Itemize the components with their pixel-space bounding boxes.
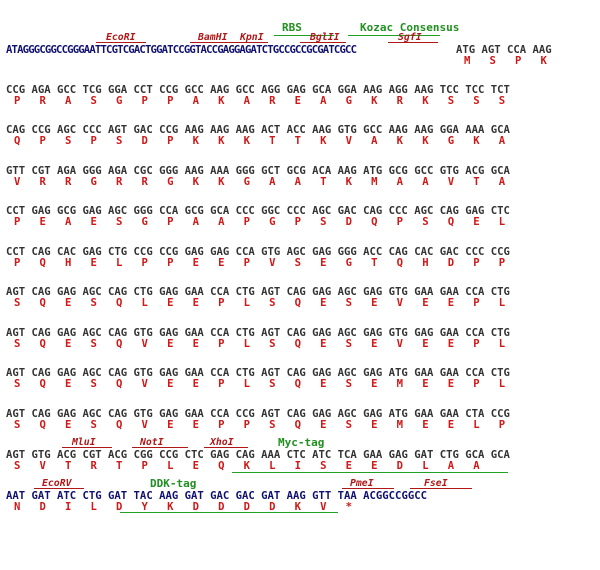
- site-label-sgfi: SgfI: [398, 32, 422, 43]
- feature-label-myc-tag: Myc-tag: [278, 436, 325, 449]
- rbs-underline: [274, 35, 334, 36]
- codon-row: CCT CAG CAC GAG CTG CCG CCG GAG GAG CCA …: [6, 246, 510, 258]
- site-label-bglii: BglII: [310, 32, 340, 43]
- feature-label-ddk-tag: DDK-tag: [150, 477, 197, 490]
- bglii-underline: [300, 42, 346, 43]
- aa-row: P E A E S G P A A P G P S D Q P S Q E L: [14, 216, 506, 228]
- site-label-xhoi: XhoI: [210, 437, 234, 448]
- site-label-bamhi: BamHI: [198, 32, 228, 43]
- header-codons: ATG AGT CCA AAG: [456, 44, 552, 56]
- aa-row: N D I L D Y K D D D D K V *: [14, 501, 353, 513]
- codon-row: CAG CCG AGC CCC AGT GAC CCG AAG AAG AAG …: [6, 124, 510, 136]
- codon-row: CCG AGA GCC TCG GGA CCT CCG GCC AAG GCC …: [6, 84, 510, 96]
- codon-row: AGT CAG GAG AGC CAG GTG GAG GAA CCA CTG …: [6, 327, 510, 339]
- aa-row: V R R G R R G K K G A A T K M A A V T A: [14, 176, 506, 188]
- aa-row: S Q E S Q V E E P P S Q E S E M E E L P: [14, 419, 506, 431]
- codon-row: CCT GAG GCG GAG AGC GGG CCA GCG GCA CCC …: [6, 205, 510, 217]
- aa-row: P R A S G P P A K A R E A G K R K S S S: [14, 95, 506, 107]
- site-label-noti: NotI: [140, 437, 164, 448]
- aa-row: S Q E S Q V E E P L S Q E S E V E E P L: [14, 338, 506, 350]
- codon-row: AGT CAG GAG AGC CAG GTG GAG GAA CCA CTG …: [6, 367, 510, 379]
- codon-row: AAT GAT ATC CTG GAT TAC AAG GAT GAC GAC …: [6, 490, 427, 502]
- fsei-underline: [410, 488, 472, 489]
- feature-label-rbs: RBS: [282, 21, 302, 34]
- codon-row-tail: ACGGCCGGCC: [363, 490, 427, 502]
- xhoi-underline: [204, 447, 248, 448]
- header-sequence: ATAGGGCGGCCGGGAATTCGTCGACTGGATCCGGTACCGA…: [6, 44, 357, 56]
- mlui-underline: [62, 447, 112, 448]
- codon-row: AGT CAG GAG AGC CAG CTG GAG GAA CCA CTG …: [6, 286, 510, 298]
- pmei-underline: [342, 488, 394, 489]
- codon-row-start: AGT GTG: [6, 449, 58, 461]
- site-label-ecorv: EcoRV: [42, 478, 72, 489]
- bamhi-kpni-underline: [190, 42, 268, 43]
- noti-underline: [132, 447, 188, 448]
- site-label-kpni: KpnI: [240, 32, 264, 43]
- codon-row: GTT CGT AGA GGG AGA CGC GGG AAG AAA GGG …: [6, 165, 510, 177]
- codon-row-tagged: AAT GAT ATC CTG GAT TAC AAG GAT GAC GAC …: [6, 490, 364, 502]
- site-label-pmei: PmeI: [350, 478, 374, 489]
- sgfi-underline: [388, 42, 438, 43]
- ecori-underline: [96, 42, 146, 43]
- kozac-underline: [348, 35, 440, 36]
- codon-row: AGT CAG GAG AGC CAG GTG GAG GAA CCA CCG …: [6, 408, 510, 420]
- aa-row: S Q E S Q V E E P L S Q E S E M E E P L: [14, 378, 506, 390]
- aa-row: S Q E S Q L E E P L S Q E S E V E E P L: [14, 297, 506, 309]
- myc-tag-underline: [232, 472, 508, 473]
- header-translation: M S P K: [464, 55, 547, 67]
- codon-row: AGT GTG ACG CGT ACG CGG CCG CTC GAG CAG …: [6, 449, 510, 461]
- site-label-ecori: EcoRI: [106, 32, 136, 43]
- aa-row: Q P S P S D P K K K T T K V A K K G K A: [14, 135, 506, 147]
- codon-row-tagged: ACG CGT ACG CGG CCG CTC GAG CAG AAA CTC …: [57, 449, 510, 461]
- ddk-tag-underline: [120, 512, 338, 513]
- site-label-fsei: FseI: [424, 478, 448, 489]
- aa-row: P Q H E L P P E E P V S E G T Q H D P P: [14, 257, 506, 269]
- aa-row: S V T R T P L E Q K L I S E E D L A A: [14, 460, 480, 472]
- site-label-mlui: MluI: [72, 437, 96, 448]
- feature-label-kozac-consensus: Kozac Consensus: [360, 21, 460, 34]
- ecorv-underline: [34, 488, 84, 489]
